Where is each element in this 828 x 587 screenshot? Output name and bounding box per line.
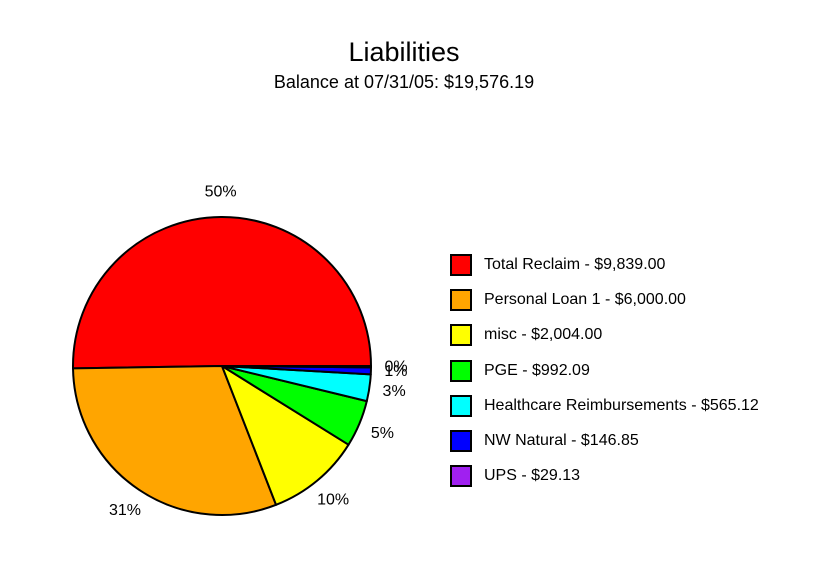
slice-percent-label: 50% bbox=[205, 184, 237, 201]
legend-swatch bbox=[450, 465, 472, 488]
legend-swatch bbox=[450, 394, 472, 417]
legend-item: misc - $2,004.00 bbox=[450, 318, 759, 353]
slice-percent-label: 1% bbox=[384, 363, 407, 380]
pie-slice bbox=[221, 365, 350, 506]
pie-slice bbox=[72, 216, 372, 370]
legend-label: misc - $2,004.00 bbox=[484, 326, 603, 344]
legend-item: UPS - $29.13 bbox=[450, 459, 759, 494]
slice-percent-label: 31% bbox=[109, 502, 141, 519]
slice-percent-label: 5% bbox=[371, 425, 394, 442]
legend-label: UPS - $29.13 bbox=[484, 467, 581, 485]
legend-swatch bbox=[450, 324, 472, 347]
chart-subtitle: Balance at 07/31/05: $19,576.19 bbox=[273, 72, 535, 92]
legend-swatch bbox=[450, 253, 472, 276]
legend-label: Healthcare Reimbursements - $565.12 bbox=[484, 396, 759, 414]
legend-item: PGE - $992.09 bbox=[450, 353, 759, 388]
slice-percent-label: 3% bbox=[383, 383, 406, 400]
legend-swatch bbox=[450, 359, 472, 382]
legend-item: NW Natural - $146.85 bbox=[450, 423, 759, 458]
legend-label: NW Natural - $146.85 bbox=[484, 432, 639, 450]
pie-slice bbox=[72, 365, 278, 516]
legend-label: Personal Loan 1 - $6,000.00 bbox=[484, 290, 686, 308]
pie-slice bbox=[221, 365, 372, 369]
legend-item: Healthcare Reimbursements - $565.12 bbox=[450, 388, 759, 423]
chart-legend: Total Reclaim - $9,839.00 Personal Loan 1… bbox=[450, 247, 759, 494]
legend-item: Total Reclaim - $9,839.00 bbox=[450, 247, 759, 282]
legend-item: Personal Loan 1 - $6,000.00 bbox=[450, 282, 759, 317]
slice-percent-label: 0% bbox=[384, 358, 407, 375]
legend-label: Total Reclaim - $9,839.00 bbox=[484, 255, 666, 273]
legend-swatch bbox=[450, 430, 472, 453]
chart-title: Liabilities bbox=[348, 37, 460, 67]
legend-label: PGE - $992.09 bbox=[484, 361, 590, 379]
slice-percent-label: 10% bbox=[317, 491, 349, 508]
legend-swatch bbox=[450, 288, 472, 311]
